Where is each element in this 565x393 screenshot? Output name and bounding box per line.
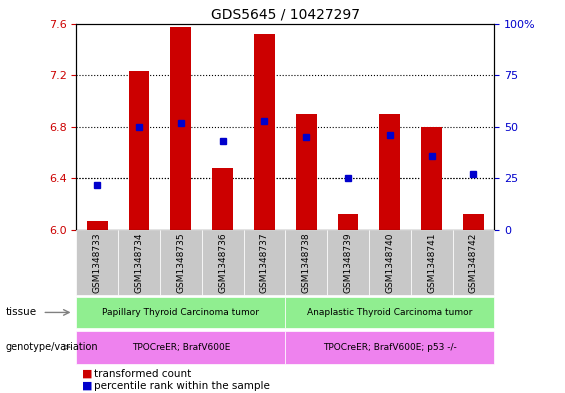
Bar bbox=[171, 28, 191, 230]
Bar bbox=[421, 127, 442, 230]
Bar bbox=[212, 168, 233, 230]
Text: ■: ■ bbox=[82, 369, 93, 379]
Bar bbox=[296, 114, 316, 230]
Bar bbox=[463, 215, 484, 230]
Text: tissue: tissue bbox=[6, 307, 37, 318]
Text: percentile rank within the sample: percentile rank within the sample bbox=[94, 381, 270, 391]
Bar bbox=[380, 114, 400, 230]
Text: GSM1348742: GSM1348742 bbox=[469, 232, 478, 292]
Title: GDS5645 / 10427297: GDS5645 / 10427297 bbox=[211, 7, 360, 21]
Text: transformed count: transformed count bbox=[94, 369, 192, 379]
Text: Papillary Thyroid Carcinoma tumor: Papillary Thyroid Carcinoma tumor bbox=[102, 308, 259, 317]
Bar bbox=[254, 34, 275, 230]
Bar bbox=[87, 221, 107, 230]
Text: TPOCreER; BrafV600E; p53 -/-: TPOCreER; BrafV600E; p53 -/- bbox=[323, 343, 457, 352]
Text: GSM1348735: GSM1348735 bbox=[176, 232, 185, 293]
Text: GSM1348733: GSM1348733 bbox=[93, 232, 102, 293]
Text: GSM1348737: GSM1348737 bbox=[260, 232, 269, 293]
Text: GSM1348736: GSM1348736 bbox=[218, 232, 227, 293]
Text: GSM1348741: GSM1348741 bbox=[427, 232, 436, 292]
Text: GSM1348740: GSM1348740 bbox=[385, 232, 394, 292]
Bar bbox=[129, 71, 149, 230]
Text: TPOCreER; BrafV600E: TPOCreER; BrafV600E bbox=[132, 343, 230, 352]
Text: GSM1348734: GSM1348734 bbox=[134, 232, 144, 292]
Text: GSM1348739: GSM1348739 bbox=[344, 232, 353, 293]
Bar bbox=[338, 215, 359, 230]
Text: GSM1348738: GSM1348738 bbox=[302, 232, 311, 293]
Text: ■: ■ bbox=[82, 381, 93, 391]
Text: genotype/variation: genotype/variation bbox=[6, 342, 98, 352]
Text: Anaplastic Thyroid Carcinoma tumor: Anaplastic Thyroid Carcinoma tumor bbox=[307, 308, 472, 317]
